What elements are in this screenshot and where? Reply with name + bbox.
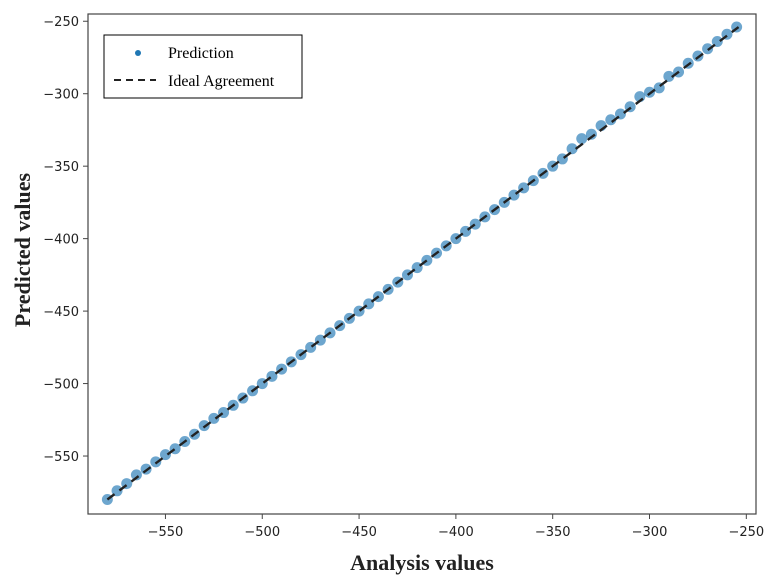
x-tick-label: −250 xyxy=(728,525,764,540)
legend-label-ideal: Ideal Agreement xyxy=(168,73,275,90)
x-axis-ticks: −550 −500 −450 −400 −350 −300 −250 xyxy=(148,514,764,540)
legend: Prediction Ideal Agreement xyxy=(103,34,303,99)
x-axis-title: Analysis values xyxy=(350,550,494,575)
prediction-point xyxy=(111,485,123,497)
prediction-point xyxy=(566,143,578,155)
y-axis-title: Predicted values xyxy=(10,172,35,327)
x-tick-label: −300 xyxy=(632,525,668,540)
y-tick-label: −450 xyxy=(43,305,79,320)
x-tick-label: −350 xyxy=(535,525,571,540)
x-tick-label: −550 xyxy=(148,525,184,540)
y-tick-label: −300 xyxy=(43,88,79,103)
prediction-point xyxy=(585,128,597,140)
legend-label-prediction: Prediction xyxy=(168,45,234,62)
x-tick-label: −400 xyxy=(438,525,474,540)
prediction-point xyxy=(605,114,617,126)
prediction-point xyxy=(208,412,220,424)
y-axis-ticks: −250 −300 −350 −400 −450 −500 −550 xyxy=(43,15,88,465)
y-tick-label: −250 xyxy=(43,15,79,30)
legend-marker-prediction xyxy=(135,50,141,56)
prediction-point xyxy=(130,469,142,481)
x-tick-label: −450 xyxy=(341,525,377,540)
prediction-point xyxy=(663,70,675,82)
x-tick-label: −500 xyxy=(244,525,280,540)
y-tick-label: −350 xyxy=(43,160,79,175)
y-tick-label: −400 xyxy=(43,233,79,248)
ideal-agreement-line xyxy=(106,26,740,501)
y-tick-label: −500 xyxy=(43,378,79,393)
prediction-point xyxy=(159,449,171,461)
y-tick-label: −550 xyxy=(43,450,79,465)
legend-box xyxy=(103,34,303,99)
prediction-point xyxy=(576,133,588,145)
